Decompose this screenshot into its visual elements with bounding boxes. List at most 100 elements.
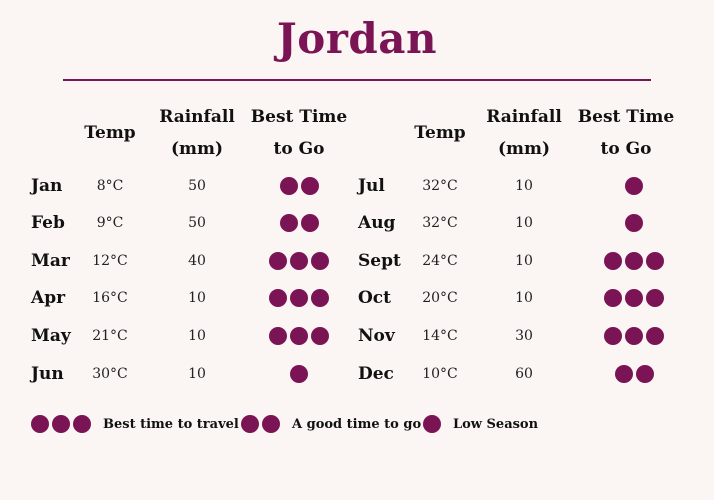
legend-dots xyxy=(241,415,280,433)
rating-dot-icon xyxy=(290,252,308,270)
temperature-value: 32°C xyxy=(422,178,458,194)
legend-dots xyxy=(31,415,91,433)
rating-dot-icon xyxy=(269,327,287,345)
best-time-rating xyxy=(584,325,684,347)
rainfall-value: 40 xyxy=(188,253,206,269)
legend-item: Best time to travel xyxy=(31,413,239,435)
rating-dot-icon xyxy=(262,415,280,433)
best-time-rating xyxy=(249,250,349,272)
header-temp-label: Temp xyxy=(414,123,466,143)
rating-dot-icon xyxy=(625,289,643,307)
legend-item: Low Season xyxy=(423,413,538,435)
temperature-value: 32°C xyxy=(422,215,458,231)
rating-dot-icon xyxy=(646,327,664,345)
rating-dot-icon xyxy=(290,327,308,345)
best-time-rating xyxy=(249,363,349,385)
temperature-value: 8°C xyxy=(96,178,124,194)
rainfall-value: 60 xyxy=(515,366,533,382)
legend-dots xyxy=(423,415,441,433)
month-label: Jul xyxy=(358,176,385,196)
best-time-rating xyxy=(249,212,349,234)
rating-dot-icon xyxy=(646,252,664,270)
legend-label: Low Season xyxy=(453,416,539,432)
rating-dot-icon xyxy=(614,365,633,383)
rating-dot-icon xyxy=(269,289,287,307)
rainfall-value: 50 xyxy=(188,178,206,194)
rainfall-value: 10 xyxy=(515,253,533,269)
rating-dot-icon xyxy=(311,289,329,307)
month-label: Nov xyxy=(358,326,395,346)
rainfall-value: 30 xyxy=(515,328,533,344)
rating-dot-icon xyxy=(269,252,287,270)
month-label: Sept xyxy=(358,251,401,271)
header-rainfall-line1: Rainfall xyxy=(486,107,562,127)
header-temp-right: Temp xyxy=(410,117,470,149)
legend-item: A good time to go xyxy=(241,413,421,435)
header-rainfall-line1: Rainfall xyxy=(159,107,235,127)
header-temp-label: Temp xyxy=(84,123,136,143)
best-time-rating xyxy=(584,212,684,234)
rating-dot-icon xyxy=(646,289,664,307)
header-best-line2: to Go xyxy=(600,139,652,159)
rainfall-value: 50 xyxy=(188,215,206,231)
best-time-rating xyxy=(584,175,684,197)
rating-dot-icon xyxy=(279,214,298,232)
rating-dot-icon xyxy=(625,214,643,232)
rating-dot-icon xyxy=(52,415,70,433)
month-label: Aug xyxy=(358,213,396,233)
rating-dot-icon xyxy=(31,415,49,433)
rating-dot-icon xyxy=(279,177,298,195)
rating-dot-icon xyxy=(311,252,329,270)
rainfall-value: 10 xyxy=(188,366,206,382)
rating-dot-icon xyxy=(290,289,308,307)
title-divider xyxy=(63,79,651,81)
month-label: Mar xyxy=(31,251,70,271)
rating-dot-icon xyxy=(73,415,91,433)
header-best-line1: Best Time xyxy=(250,107,348,127)
rainfall-value: 10 xyxy=(188,328,206,344)
rainfall-value: 10 xyxy=(188,290,206,306)
month-label: Feb xyxy=(31,213,65,233)
rating-dot-icon xyxy=(300,177,319,195)
month-label: Apr xyxy=(31,288,66,308)
rating-dot-icon xyxy=(604,327,622,345)
header-temp-left: Temp xyxy=(80,117,140,149)
legend-label: A good time to go xyxy=(292,416,422,432)
temperature-value: 21°C xyxy=(92,328,128,344)
rating-dot-icon xyxy=(625,252,643,270)
rating-dot-icon xyxy=(290,365,308,383)
month-label: Jan xyxy=(31,176,63,196)
header-rainfall-line2: (mm) xyxy=(170,139,224,159)
rainfall-value: 10 xyxy=(515,215,533,231)
best-time-rating xyxy=(249,287,349,309)
rating-dot-icon xyxy=(625,327,643,345)
month-label: Oct xyxy=(358,288,392,308)
rating-dot-icon xyxy=(604,252,622,270)
month-label: Dec xyxy=(358,364,394,384)
temperature-value: 14°C xyxy=(422,328,458,344)
rating-dot-icon xyxy=(635,365,654,383)
rating-dot-icon xyxy=(604,289,622,307)
temperature-value: 12°C xyxy=(92,253,128,269)
temperature-value: 16°C xyxy=(92,290,128,306)
month-label: Jun xyxy=(31,364,64,384)
rating-dot-icon xyxy=(423,415,441,433)
rating-dot-icon xyxy=(311,327,329,345)
temperature-value: 30°C xyxy=(92,366,128,382)
temperature-value: 20°C xyxy=(422,290,458,306)
best-time-rating xyxy=(584,363,684,385)
legend-label: Best time to travel xyxy=(103,416,239,432)
temperature-value: 9°C xyxy=(96,215,124,231)
temperature-value: 10°C xyxy=(422,366,458,382)
rainfall-value: 10 xyxy=(515,178,533,194)
header-best-right: Best Time to Go xyxy=(576,101,676,165)
rating-dot-icon xyxy=(300,214,319,232)
best-time-rating xyxy=(584,287,684,309)
rating-dot-icon xyxy=(241,415,259,433)
page-title: Jordan xyxy=(276,14,438,63)
best-time-rating xyxy=(249,325,349,347)
header-best-line2: to Go xyxy=(273,139,325,159)
best-time-rating xyxy=(249,175,349,197)
best-time-rating xyxy=(584,250,684,272)
header-rainfall-left: Rainfall (mm) xyxy=(157,101,237,165)
